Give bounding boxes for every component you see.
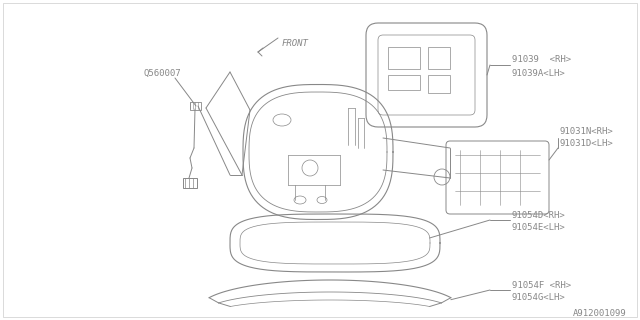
Text: FRONT: FRONT — [282, 39, 309, 49]
Text: 91039  <RH>: 91039 <RH> — [512, 55, 571, 65]
Bar — [388, 47, 420, 69]
Bar — [428, 47, 450, 69]
Text: 91054D<RH>: 91054D<RH> — [512, 211, 566, 220]
Bar — [428, 75, 450, 93]
Text: A912001099: A912001099 — [573, 309, 627, 318]
Text: 91054F <RH>: 91054F <RH> — [512, 281, 571, 290]
Text: Q560007: Q560007 — [143, 68, 180, 77]
Text: 91054E<LH>: 91054E<LH> — [512, 222, 566, 231]
Bar — [388, 75, 420, 90]
Text: 91031N<RH>: 91031N<RH> — [560, 127, 614, 137]
Text: 91031D<LH>: 91031D<LH> — [560, 140, 614, 148]
Text: 91039A<LH>: 91039A<LH> — [512, 68, 566, 77]
Text: 91054G<LH>: 91054G<LH> — [512, 292, 566, 301]
